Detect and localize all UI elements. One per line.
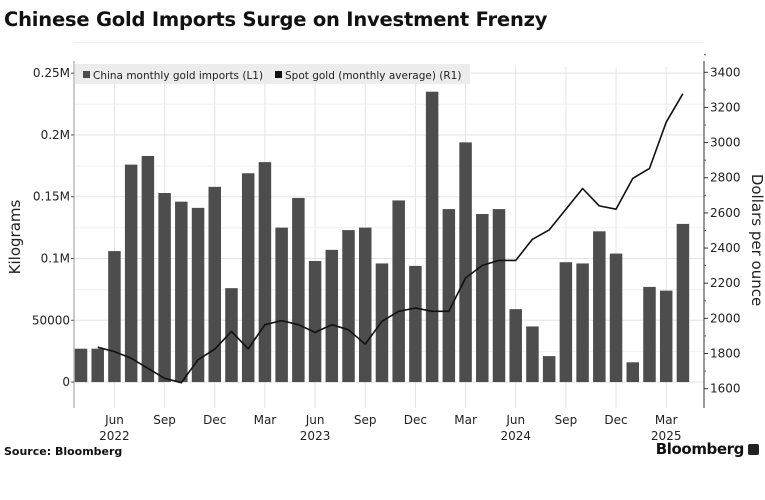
left-axis-tick-label: 0.15M <box>33 190 70 204</box>
bar-2022-04 <box>74 348 88 383</box>
left-axis-tick-label: 0.1M <box>41 252 70 266</box>
bar-2023-09 <box>358 227 372 383</box>
bar-2023-07 <box>325 249 339 383</box>
bar-2023-12 <box>409 265 422 383</box>
bar-2023-06 <box>308 260 322 383</box>
bar-2024-02 <box>442 209 456 383</box>
right-axis-tick-label: 2800 <box>710 171 741 185</box>
right-axis-title: Dollars per ounce <box>748 174 765 306</box>
bar-2024-01 <box>425 91 439 383</box>
left-axis-tick-label: 0 <box>62 375 70 389</box>
right-axis-tick-label: 3200 <box>710 100 741 114</box>
spot-gold-line <box>97 93 684 384</box>
legend-label-spot-gold: Spot gold (monthly average) (R1) <box>285 70 461 82</box>
bar-2022-07 <box>124 164 138 383</box>
x-axis-tick-label: Mar <box>655 413 678 427</box>
bar-2022-05 <box>91 348 104 383</box>
right-axis-tick-label: 3000 <box>710 136 741 150</box>
right-axis-tick-label: 2600 <box>710 206 741 220</box>
bloomberg-logo: Bloomberg <box>656 440 759 458</box>
bar-2023-03 <box>258 162 272 383</box>
bar-2024-05 <box>492 209 506 383</box>
bar-2023-01 <box>225 288 238 383</box>
bar-2024-09 <box>559 262 573 383</box>
x-axis-tick-label: Sep <box>153 413 176 427</box>
legend-swatch-imports <box>83 71 90 78</box>
bar-2023-05 <box>292 197 305 383</box>
bar-2024-06 <box>509 309 522 383</box>
bar-2023-10 <box>375 263 389 383</box>
left-axis-title: Kilograms <box>6 199 24 274</box>
x-axis-year-label: 2025 <box>651 429 682 443</box>
x-axis-year-label: 2023 <box>300 429 331 443</box>
bar-2024-07 <box>526 326 539 383</box>
bar-2024-03 <box>459 142 472 383</box>
right-axis-tick-label: 1800 <box>710 347 741 361</box>
bloomberg-terminal-icon <box>748 443 759 455</box>
bar-2022-10 <box>175 201 188 383</box>
x-axis-tick-label: Dec <box>604 413 627 427</box>
bar-2022-12 <box>208 186 222 383</box>
x-axis-tick-label: Mar <box>254 413 277 427</box>
bar-2022-08 <box>141 155 155 383</box>
legend-background <box>75 64 470 84</box>
x-axis-tick-label: Dec <box>404 413 427 427</box>
left-axis-tick-label: 50000 <box>32 313 70 327</box>
x-axis-tick-label: Jun <box>104 413 124 427</box>
bar-2024-10 <box>576 263 589 383</box>
x-axis-tick-label: Jun <box>505 413 525 427</box>
right-axis-tick-label: 1600 <box>710 382 741 396</box>
bar-2025-01 <box>626 362 640 383</box>
right-axis-tick-label: 2000 <box>710 311 741 325</box>
legend-swatch-spot-gold <box>275 71 282 78</box>
bar-2023-04 <box>275 227 288 383</box>
chart-title: Chinese Gold Imports Surge on Investment… <box>4 8 548 31</box>
x-axis-tick-label: Mar <box>454 413 477 427</box>
x-axis-year-label: 2024 <box>500 429 531 443</box>
x-axis-tick-label: Jun <box>305 413 325 427</box>
bar-2024-12 <box>609 253 623 383</box>
bar-2023-08 <box>342 230 355 383</box>
left-axis-tick-label: 0.2M <box>41 128 70 142</box>
legend-label-imports: China monthly gold imports (L1) <box>93 70 263 82</box>
x-axis-tick-label: Sep <box>354 413 377 427</box>
x-axis-tick-label: Sep <box>555 413 578 427</box>
bar-2023-02 <box>241 173 255 383</box>
bar-2024-08 <box>542 356 556 383</box>
source-note: Source: Bloomberg <box>4 445 123 458</box>
right-axis-tick-label: 2200 <box>710 276 741 290</box>
bar-2025-03 <box>659 290 673 383</box>
left-axis-tick-label: 0.25M <box>33 66 70 80</box>
x-axis-year-label: 2022 <box>99 429 130 443</box>
x-axis-tick-label: Dec <box>203 413 226 427</box>
brand-text: Bloomberg <box>655 440 745 458</box>
bar-2025-02 <box>643 286 656 383</box>
right-axis-tick-label: 3400 <box>710 65 741 79</box>
bar-2025-04 <box>676 223 690 383</box>
right-axis-tick-label: 2400 <box>710 241 741 255</box>
bar-2024-04 <box>476 214 489 383</box>
bar-2024-11 <box>593 231 606 383</box>
bar-2022-11 <box>191 207 205 383</box>
bar-2022-09 <box>158 193 171 383</box>
bar-2023-11 <box>392 200 405 383</box>
bar-2022-06 <box>108 251 121 383</box>
